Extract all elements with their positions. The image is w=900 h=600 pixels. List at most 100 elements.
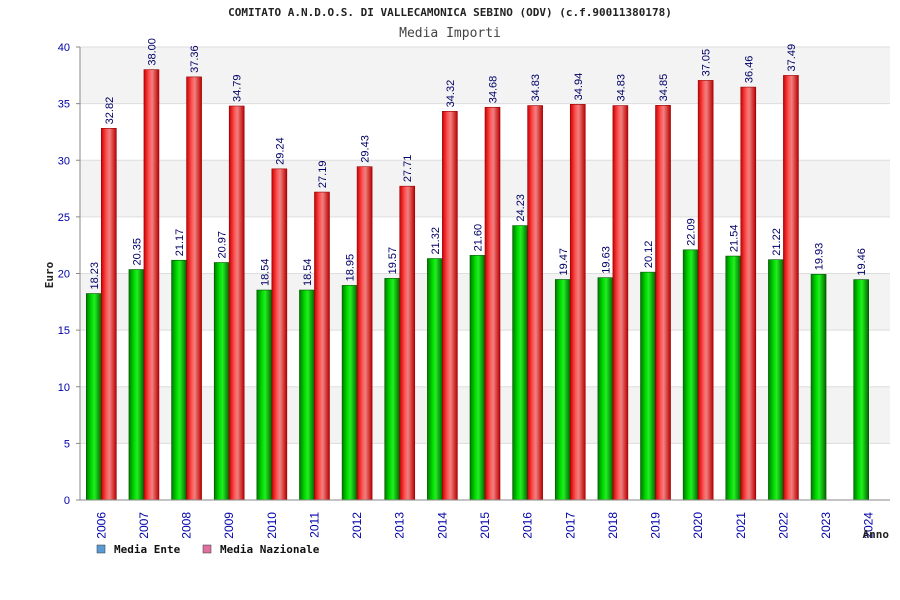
label-media-ente-2017: 19.47 [558, 248, 570, 276]
label-media-ente-2016: 24.23 [515, 194, 527, 222]
bar-media-ente-2024 [853, 279, 869, 501]
label-media-ente-2015: 21.60 [473, 224, 485, 252]
bar-media-ente-2016 [512, 225, 528, 501]
x-tick-labels: 2006 2007 2008 2009 2010 2011 2012 2013 2014 2015… [94, 512, 875, 539]
bar-media-nazionale-2012 [356, 166, 373, 501]
bar-media-ente-2013 [384, 278, 401, 501]
legend-swatch-media-nazionale [202, 544, 212, 554]
y-tick-label: 20 [58, 269, 70, 281]
label-media-nazionale-2009: 34.79 [232, 74, 244, 102]
x-tick-label-2013: 2013 [393, 512, 407, 539]
label-media-ente-2012: 18.95 [345, 254, 357, 282]
label-media-ente-2007: 20.35 [131, 238, 143, 266]
label-media-ente-2010: 18.54 [259, 259, 271, 287]
bar-media-ente-2017 [554, 279, 571, 501]
x-tick-label-2015: 2015 [478, 512, 492, 539]
value-labels: 18.23 32.82 20.35 38.00 21.17 37.36 20.97 34.79… [89, 38, 868, 289]
x-tick-label-2017: 2017 [563, 512, 577, 539]
y-tick-label: 30 [58, 155, 70, 167]
x-tick-label-2011: 2011 [307, 512, 321, 538]
x-tick-label-2024: 2024 [862, 512, 876, 539]
bar-media-ente-2022 [768, 259, 784, 501]
bar-media-nazionale-2018 [612, 105, 629, 501]
chart-title: COMITATO A.N.D.O.S. DI VALLECAMONICA SEB… [228, 6, 672, 19]
x-tick-label-2020: 2020 [691, 512, 705, 539]
x-tick-label-2006: 2006 [94, 512, 108, 539]
y-tick-labels: 0 5 10 15 20 25 30 35 40 [58, 42, 70, 507]
y-tick-label: 25 [58, 212, 70, 224]
label-media-ente-2022: 21.22 [771, 228, 783, 256]
bar-media-nazionale-2010 [271, 168, 288, 501]
label-media-nazionale-2014: 34.32 [445, 80, 457, 108]
bar-media-nazionale-2017 [569, 104, 586, 501]
label-media-ente-2019: 20.12 [643, 241, 655, 269]
x-tick-label-2021: 2021 [734, 512, 748, 539]
bar-media-ente-2018 [597, 277, 614, 501]
label-media-ente-2008: 21.17 [174, 229, 186, 257]
x-tick-label-2010: 2010 [265, 512, 279, 539]
bar-media-nazionale-2019 [655, 105, 671, 501]
label-media-nazionale-2007: 38.00 [146, 38, 158, 66]
bar-media-ente-2006 [86, 293, 102, 501]
x-tick-label-2009: 2009 [222, 512, 236, 539]
bar-media-ente-2015 [469, 255, 486, 501]
bar-media-nazionale-2021 [740, 86, 757, 501]
y-tick-label: 15 [58, 325, 70, 337]
x-tick-label-2007: 2007 [137, 512, 151, 539]
bar-media-nazionale-2008 [186, 76, 202, 501]
legend-label-media-ente: Media Ente [114, 543, 181, 556]
bar-media-ente-2008 [171, 259, 187, 501]
label-media-nazionale-2019: 34.85 [658, 74, 670, 102]
label-media-nazionale-2015: 34.68 [488, 76, 500, 104]
x-tick-label-2016: 2016 [521, 512, 535, 539]
y-tick-label: 10 [58, 382, 70, 394]
bar-media-nazionale-2013 [399, 185, 416, 501]
label-media-nazionale-2012: 29.43 [360, 135, 372, 163]
bar-media-nazionale-2007 [143, 69, 160, 501]
x-tick-label-2022: 2022 [776, 512, 790, 539]
bar-media-nazionale-2006 [101, 128, 117, 501]
bar-media-ente-2007 [128, 269, 145, 501]
bar-media-nazionale-2016 [527, 105, 543, 501]
y-tick-label: 0 [64, 495, 70, 507]
label-media-nazionale-2020: 37.05 [701, 49, 713, 77]
bar-media-ente-2021 [725, 255, 742, 501]
label-media-ente-2020: 22.09 [686, 218, 698, 246]
x-tick-label-2018: 2018 [606, 512, 620, 539]
bar-media-nazionale-2020 [697, 80, 714, 501]
x-axis-label: Anno [863, 528, 890, 541]
label-media-ente-2023: 19.93 [814, 243, 826, 271]
bar-media-nazionale-2009 [228, 105, 245, 501]
x-tick-label-2008: 2008 [180, 512, 194, 539]
bar-media-ente-2020 [682, 249, 699, 501]
label-media-nazionale-2013: 27.71 [402, 155, 414, 183]
y-tick-label: 5 [64, 438, 70, 450]
bar-media-ente-2009 [213, 262, 230, 501]
bar-media-nazionale-2014 [442, 111, 458, 501]
y-axis-label: Euro [43, 261, 56, 288]
chart-subtitle: Media Importi [399, 26, 501, 41]
label-media-ente-2014: 21.32 [430, 227, 442, 255]
y-tick-label: 35 [58, 99, 70, 111]
legend-label-media-nazionale: Media Nazionale [220, 543, 320, 556]
label-media-nazionale-2011: 27.19 [317, 161, 329, 189]
x-tick-label-2014: 2014 [435, 512, 449, 539]
label-media-nazionale-2008: 37.36 [189, 45, 201, 73]
label-media-ente-2006: 18.23 [89, 262, 101, 290]
x-tick-label-2012: 2012 [350, 512, 364, 539]
legend: Media Ente Media Nazionale [96, 543, 320, 556]
bar-media-ente-2012 [341, 285, 358, 501]
bar-media-nazionale-2011 [314, 191, 330, 501]
label-media-nazionale-2018: 34.83 [615, 74, 627, 102]
label-media-nazionale-2021: 36.46 [743, 56, 755, 84]
bar-media-ente-2019 [640, 271, 656, 501]
label-media-nazionale-2006: 32.82 [104, 97, 116, 125]
label-media-ente-2021: 21.54 [728, 225, 740, 253]
bar-media-ente-2014 [427, 258, 443, 501]
label-media-nazionale-2016: 34.83 [530, 74, 542, 102]
bar-media-nazionale-2015 [484, 106, 501, 501]
x-tick-label-2023: 2023 [819, 512, 833, 539]
label-media-ente-2011: 18.54 [302, 259, 314, 287]
bar-media-ente-2023 [810, 273, 827, 501]
legend-swatch-media-ente [96, 544, 106, 554]
